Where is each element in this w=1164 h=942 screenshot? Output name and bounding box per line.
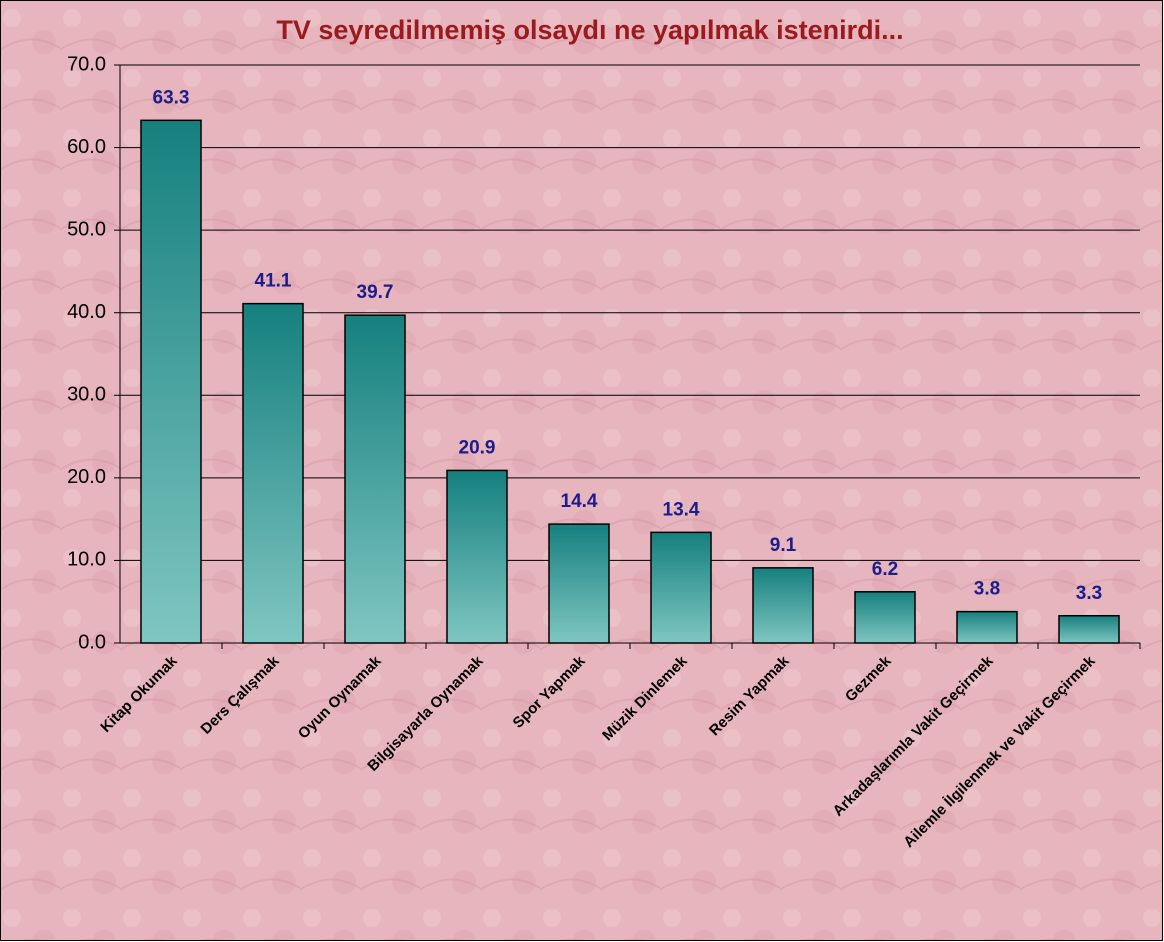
y-tick-label: 70.0: [67, 53, 106, 75]
value-label: 63.3: [153, 87, 190, 108]
value-label: 13.4: [663, 499, 700, 520]
bar: [650, 531, 712, 644]
y-tick-label: 0.0: [78, 631, 106, 653]
bar: [956, 610, 1018, 644]
value-label: 39.7: [357, 282, 394, 303]
value-label: 14.4: [561, 491, 598, 512]
y-tick-label: 50.0: [67, 218, 106, 240]
bar: [548, 523, 610, 644]
bar: [344, 314, 406, 644]
bar: [242, 302, 304, 644]
bar: [752, 567, 814, 644]
value-label: 9.1: [770, 535, 797, 556]
bar: [854, 591, 916, 644]
bar: [446, 469, 508, 644]
chart-title: TV seyredilmemiş olsaydı ne yapılmak ist…: [276, 15, 903, 45]
value-label: 41.1: [255, 271, 292, 292]
value-label: 20.9: [459, 437, 496, 458]
value-label: 6.2: [872, 559, 898, 580]
y-tick-label: 30.0: [67, 384, 106, 406]
y-tick-label: 60.0: [67, 136, 106, 158]
value-label: 3.8: [974, 579, 1000, 600]
y-tick-label: 10.0: [67, 549, 106, 571]
bar: [140, 119, 202, 644]
value-label: 3.3: [1076, 583, 1102, 604]
y-tick-label: 40.0: [67, 301, 106, 323]
y-tick-label: 20.0: [67, 466, 106, 488]
bar: [1058, 615, 1120, 644]
